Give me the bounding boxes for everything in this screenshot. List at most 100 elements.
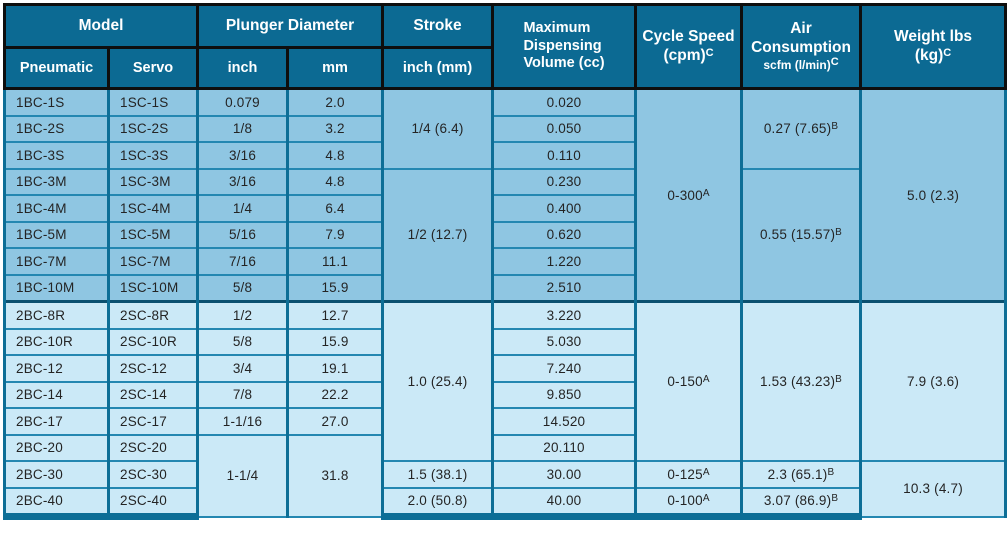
table-row: 1BC-3M 1SC-3M 3/16 4.8 1/2 (12.7) 0.230 … (3, 167, 1006, 303)
table-header: Model Plunger Diameter Stroke Maximum Di… (3, 3, 1008, 90)
cell-cycle-speed: 0-150A (634, 300, 744, 462)
cell-air-consumption: 2.3 (65.1)B (740, 460, 863, 489)
cell-servo: 2SC-8R (107, 300, 199, 330)
cycle-value: 0-300 (667, 187, 703, 203)
weight-header-line1: Weight lbs (893, 27, 973, 45)
cell-volume: 0.230 (491, 167, 638, 196)
section-2bc: 2BC-8R 2SC-8R 1/2 12.7 1.0 (25.4) 3.220 … (3, 300, 1008, 520)
cell-servo: 2SC-10R (107, 327, 199, 356)
header-plunger-diameter: Plunger Diameter (195, 3, 385, 49)
header-model: Model (3, 3, 199, 49)
weight-header-line2: (kg)C (862, 47, 1004, 66)
cell-stroke: 1.5 (38.1) (381, 460, 495, 489)
cell-mm: 31.8 (285, 433, 385, 518)
cell-inch: 3/16 (196, 167, 289, 196)
cycle-footnote: A (702, 187, 710, 199)
section-1bc: 1BC-1S 1SC-1S 0.079 2.0 1/4 (6.4) 0.020 … (3, 87, 1008, 303)
table-row: 2BC-8R 2SC-8R 1/2 12.7 1.0 (25.4) 3.220 … (3, 300, 1008, 462)
cell-pneumatic: 2BC-8R (3, 300, 110, 330)
cell-pneumatic: 1BC-2S (3, 114, 110, 143)
cycle-footnote: A (702, 374, 710, 385)
header-stroke-sub-label: inch (mm) (402, 60, 473, 76)
header-weight: Weight lbs (kg)C (859, 3, 1008, 90)
header-mm: mm (285, 46, 385, 90)
cell-servo: 2SC-12 (107, 354, 199, 383)
header-pneumatic: Pneumatic (3, 46, 110, 90)
air-value: 0.55 (15.57) (759, 227, 836, 243)
cell-pneumatic: 1BC-4M (3, 194, 110, 223)
cell-mm: 22.2 (285, 380, 385, 409)
cell-stroke: 1/2 (12.7) (381, 167, 495, 303)
air-header-line2: Consumption (751, 39, 851, 56)
cell-inch: 5/8 (196, 273, 289, 303)
air-footnote: B (835, 374, 843, 385)
cell-inch: 1/4 (196, 194, 289, 223)
cell-volume: 0.400 (491, 194, 638, 223)
air-value: 0.27 (7.65) (763, 121, 832, 137)
header-plunger-label: Plunger Diameter (225, 17, 355, 34)
header-mm-label: mm (322, 60, 348, 76)
table-row: 1BC-7M 1SC-7M 7/16 11.1 1.220 (3, 247, 1006, 276)
header-cycle-speed: Cycle Speed (cpm)C (634, 3, 744, 90)
cell-volume: 1.220 (491, 247, 638, 276)
cell-pneumatic: 2BC-20 (3, 433, 110, 462)
header-sub-row: Pneumatic Servo inch mm inch (mm) (3, 46, 1006, 90)
cycle-header-line2: (cpm)C (637, 47, 740, 66)
cell-servo: 1SC-10M (107, 273, 199, 303)
header-stroke-sub: inch (mm) (381, 46, 495, 90)
cell-volume: 9.850 (491, 380, 638, 409)
cell-cycle-speed: 0-125A (634, 460, 744, 489)
cell-air-consumption: 1.53 (43.23)B (740, 300, 863, 462)
cell-air-consumption: 0.27 (7.65)B (740, 87, 863, 170)
air-header-line3: scfm (l/min)C (743, 56, 859, 73)
cell-pneumatic: 1BC-1S (3, 87, 110, 117)
cell-mm: 6.4 (285, 194, 385, 223)
cell-volume: 0.050 (491, 114, 638, 143)
cycle-header-footnote: C (705, 46, 714, 59)
cell-cycle-speed: 0-300A (634, 87, 744, 303)
cycle-header-line1: Cycle Speed (642, 27, 735, 45)
cell-servo: 2SC-14 (107, 380, 199, 409)
header-stroke: Stroke (381, 3, 495, 49)
cell-volume: 3.220 (491, 300, 638, 330)
cell-servo: 1SC-5M (107, 220, 199, 249)
volume-header-block: Maximum Dispensing Volume (cc) (523, 20, 604, 72)
air-value: 2.3 (65.1) (767, 466, 828, 482)
cell-mm: 19.1 (285, 354, 385, 383)
cell-inch: 5/16 (196, 220, 289, 249)
cell-stroke: 2.0 (50.8) (381, 486, 495, 520)
air-header-line1: Air (790, 20, 812, 38)
cell-inch: 5/8 (196, 327, 289, 356)
cell-mm: 11.1 (285, 247, 385, 276)
table-row: 1BC-3S 1SC-3S 3/16 4.8 0.110 (3, 141, 1006, 170)
cell-mm: 12.7 (285, 300, 385, 330)
weight-header-footnote: C (943, 46, 952, 59)
dispenser-spec-table: Model Plunger Diameter Stroke Maximum Di… (3, 3, 1008, 520)
header-inch-label: inch (227, 60, 258, 76)
cell-pneumatic: 1BC-3M (3, 167, 110, 196)
spec-table-container: Model Plunger Diameter Stroke Maximum Di… (3, 3, 1008, 520)
header-servo: Servo (107, 46, 199, 90)
cell-pneumatic: 2BC-30 (3, 460, 110, 489)
header-stroke-label: Stroke (413, 17, 462, 34)
cell-inch: 1/8 (196, 114, 289, 143)
cell-volume: 5.030 (491, 327, 638, 356)
cell-mm: 27.0 (285, 407, 385, 436)
cell-servo: 1SC-2S (107, 114, 199, 143)
cell-stroke: 1.0 (25.4) (381, 300, 495, 462)
cell-inch: 3/4 (196, 354, 289, 383)
cell-mm: 2.0 (285, 87, 385, 117)
table-row: 2BC-30 2SC-30 1.5 (38.1) 30.00 0-125A 2.… (3, 460, 1008, 518)
cell-mm: 4.8 (285, 167, 385, 196)
cell-volume: 0.110 (491, 141, 638, 170)
header-servo-label: Servo (132, 60, 174, 76)
table-row: 2BC-14 2SC-14 7/8 22.2 9.850 (3, 380, 1006, 409)
air-footnote: B (827, 466, 835, 478)
header-group-row: Model Plunger Diameter Stroke Maximum Di… (3, 3, 1008, 90)
cell-volume: 40.00 (491, 486, 638, 520)
cycle-value: 0-150 (667, 374, 703, 389)
cell-servo: 1SC-3S (107, 141, 199, 170)
header-air-consumption: Air Consumption scfm (l/min)C (740, 3, 863, 90)
cell-mm: 3.2 (285, 114, 385, 143)
cell-servo: 2SC-20 (107, 433, 199, 462)
